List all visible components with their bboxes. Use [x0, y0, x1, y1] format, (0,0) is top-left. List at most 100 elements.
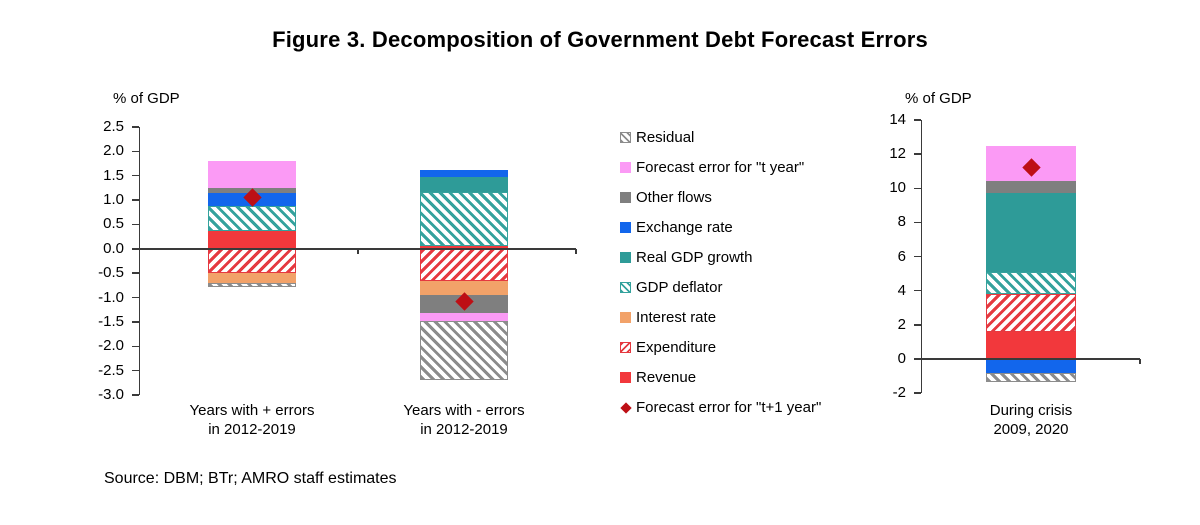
bar-segment-gdp-deflator: [420, 192, 508, 246]
y-axis-line: [138, 127, 140, 395]
legend-color-swatch: [620, 312, 631, 323]
legend-item: Interest rate: [620, 308, 870, 328]
bar-segment-interest-rate: [420, 280, 508, 295]
bar-segment-residual: [208, 282, 296, 287]
legend-item-label: Expenditure: [636, 339, 717, 356]
y-tick-label: 0.0: [103, 239, 124, 257]
y-tick-label: 2: [897, 315, 906, 333]
y-tick-label: -3.0: [98, 386, 124, 403]
legend-item: Revenue: [620, 368, 870, 388]
legend-item-label: Other flows: [636, 189, 712, 206]
bar-segment-expenditure: [986, 294, 1076, 333]
legend-item-label: Interest rate: [636, 309, 717, 326]
legend-item-label: GDP deflator: [636, 279, 723, 296]
y-tick-label: 0.5: [103, 215, 124, 233]
y-tick-label: 8: [897, 213, 906, 231]
y-tick-mark: [132, 199, 139, 201]
y-tick-mark: [914, 255, 921, 258]
y-tick-mark: [914, 119, 921, 121]
bar-segment-forecast-error-for-t-year-: [420, 312, 508, 322]
legend-item-label: Forecast error for "t year": [636, 159, 805, 176]
y-tick-mark: [132, 248, 139, 250]
category-tick: [357, 248, 359, 254]
bar-segment-residual: [420, 321, 508, 380]
y-tick-label: 12: [889, 145, 906, 163]
zero-line: [922, 357, 1140, 360]
y-tick-mark: [914, 324, 921, 326]
y-tick-label: 1.5: [103, 166, 124, 184]
y-tick-label: -0.5: [98, 264, 124, 282]
legend-item: Forecast error for "t+1 year": [620, 398, 870, 418]
y-tick-mark: [132, 394, 139, 396]
left-y-axis-label: % of GDP: [113, 90, 180, 107]
bar-segment-revenue: [420, 245, 508, 249]
y-tick-label: -2.5: [98, 361, 124, 379]
category-tick: [1139, 358, 1141, 364]
y-tick-mark: [914, 187, 921, 189]
legend-item-label: Residual: [636, 129, 695, 146]
y-tick-label: 6: [897, 247, 906, 265]
bar-segment-expenditure: [208, 248, 296, 274]
legend-color-swatch: [620, 192, 631, 203]
bar-segment-forecast-error-for-t-year-: [208, 161, 296, 188]
y-tick-label: -1.5: [98, 312, 124, 330]
y-tick-mark: [132, 223, 139, 226]
right-y-axis-label: % of GDP: [905, 90, 972, 107]
bar-segment-residual: [986, 373, 1076, 382]
legend-hatch-swatch: [620, 342, 631, 353]
y-tick-mark: [132, 174, 139, 177]
y-tick-label: 14: [889, 111, 906, 128]
category-tick: [575, 248, 577, 254]
legend-item-label: Forecast error for "t+1 year": [636, 399, 822, 416]
y-tick-mark: [132, 321, 139, 323]
legend-hatch-swatch: [620, 282, 631, 293]
bar-segment-exchange-rate: [420, 170, 508, 177]
legend-item: Other flows: [620, 188, 870, 208]
y-tick-mark: [914, 358, 921, 360]
y-tick-mark: [132, 272, 139, 274]
zero-line: [140, 247, 576, 250]
bar-segment-interest-rate: [208, 273, 296, 283]
y-tick-label: 2.0: [103, 142, 124, 160]
legend-hatch-swatch: [620, 132, 631, 143]
bar-segment-gdp-deflator: [986, 271, 1076, 295]
y-tick-mark: [914, 221, 921, 224]
category-label: Years with + errors in 2012-2019: [189, 402, 315, 438]
legend-color-swatch: [620, 372, 631, 383]
bar-segment-other-flows: [986, 181, 1076, 194]
y-tick-label: -1.0: [98, 288, 124, 306]
y-axis-line: [920, 120, 922, 393]
category-label: During crisis 2009, 2020: [989, 402, 1073, 438]
y-tick-label: 10: [889, 179, 906, 197]
legend-diamond-swatch: [620, 402, 632, 414]
y-tick-label: -2: [892, 384, 906, 401]
y-tick-mark: [132, 126, 139, 128]
bar-segment-real-gdp-growth: [986, 193, 1076, 272]
bar-segment-expenditure: [420, 248, 508, 281]
bar-segment-exchange-rate: [986, 358, 1076, 374]
figure-title: Figure 3. Decomposition of Government De…: [272, 27, 928, 52]
legend-color-swatch: [620, 162, 631, 173]
y-tick-label: 2.5: [103, 118, 124, 135]
y-tick-mark: [132, 150, 139, 153]
y-tick-mark: [914, 153, 921, 155]
y-tick-label: 1.0: [103, 191, 124, 209]
y-tick-label: -2.0: [98, 337, 124, 355]
legend-item: Exchange rate: [620, 218, 870, 238]
legend-item: Expenditure: [620, 338, 870, 358]
y-tick-mark: [132, 369, 139, 372]
bar-segment-revenue: [208, 230, 296, 249]
bar-segment-real-gdp-growth: [420, 176, 508, 193]
y-tick-label: 0: [897, 349, 906, 367]
bar-segment-gdp-deflator: [208, 206, 296, 231]
y-tick-mark: [914, 289, 921, 292]
legend-color-swatch: [620, 252, 631, 263]
y-tick-label: 4: [897, 281, 906, 299]
legend-item: GDP deflator: [620, 278, 870, 298]
category-label: Years with - errors in 2012-2019: [403, 402, 525, 438]
legend-item-label: Exchange rate: [636, 219, 733, 236]
legend-item: Real GDP growth: [620, 248, 870, 268]
legend-item-label: Real GDP growth: [636, 249, 753, 266]
bar-segment-revenue: [986, 332, 1076, 359]
